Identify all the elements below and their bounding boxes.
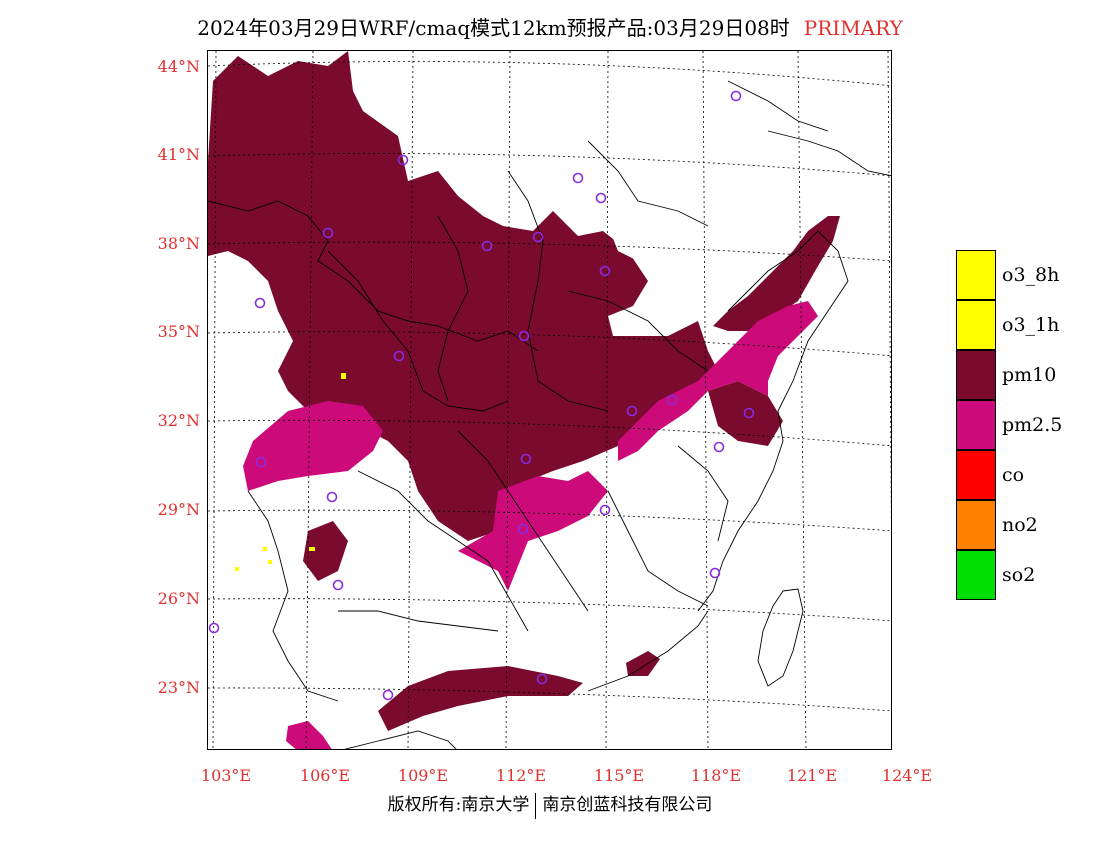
clear-area-mongolia	[393, 81, 603, 186]
station-marker	[397, 154, 409, 166]
lat-label-44: 44°N	[157, 57, 200, 76]
station-marker	[536, 673, 548, 685]
legend-label: o3_8h	[1002, 264, 1060, 286]
station-marker	[255, 456, 267, 468]
station-marker	[393, 350, 405, 362]
map-title: 2024年03月29日WRF/cmaq模式12km预报产品:03月29日08时 P…	[0, 12, 1100, 41]
forecast-map	[207, 50, 892, 750]
legend-label: pm2.5	[1002, 414, 1063, 436]
footer-divider	[535, 792, 537, 819]
pm10-region-southwest	[303, 521, 348, 581]
o3-pixel	[268, 560, 272, 564]
pm10-region-east	[708, 381, 783, 446]
pm10-region-southeast	[626, 651, 660, 676]
station-marker	[730, 90, 742, 102]
copyright-left: 版权所有:南京大学	[387, 795, 530, 815]
station-marker	[208, 622, 220, 634]
clear-area-bohai	[608, 216, 728, 276]
lon-label-103: 103°E	[200, 766, 252, 785]
legend-swatch	[956, 500, 996, 550]
lon-label-115: 115°E	[593, 766, 645, 785]
title-primary-tag: PRIMARY	[803, 16, 903, 40]
o3-pixels	[235, 373, 346, 571]
station-marker	[743, 407, 755, 419]
legend-label: o3_1h	[1002, 314, 1060, 336]
station-marker	[595, 192, 607, 204]
lon-label-106: 106°E	[299, 766, 351, 785]
legend-label: no2	[1002, 514, 1038, 536]
lat-label-41: 41°N	[157, 145, 200, 164]
lon-label-121: 121°E	[786, 766, 838, 785]
lat-label-23: 23°N	[157, 678, 200, 697]
station-marker	[518, 330, 530, 342]
graticule	[208, 51, 891, 749]
lon-label-112: 112°E	[495, 766, 547, 785]
station-marker	[382, 689, 394, 701]
title-main: 2024年03月29日WRF/cmaq模式12km预报产品:03月29日08时	[197, 16, 790, 40]
pm25-region-east	[618, 301, 818, 461]
o3-pixel	[341, 373, 346, 379]
legend-swatch	[956, 450, 996, 500]
lon-label-118: 118°E	[690, 766, 742, 785]
clear-area-northeast	[608, 51, 891, 221]
station-marker	[332, 579, 344, 591]
clear-area-west	[208, 326, 268, 416]
pm25-region-sichuan	[243, 401, 383, 491]
pm10-region-northeast	[713, 216, 840, 331]
station-marker	[322, 227, 334, 239]
lat-label-38: 38°N	[157, 234, 200, 253]
boundaries	[208, 80, 891, 749]
pm25-region-far-south	[286, 721, 332, 749]
legend-swatch	[956, 350, 996, 400]
o3-pixel	[263, 547, 267, 551]
legend-label: pm10	[1002, 364, 1057, 386]
map-canvas	[208, 51, 891, 749]
lon-label-109: 109°E	[397, 766, 449, 785]
station-marker	[713, 441, 725, 453]
station-markers	[208, 90, 755, 701]
station-marker	[666, 394, 678, 406]
station-marker	[520, 453, 532, 465]
copyright-footer: 版权所有:南京大学 南京创蓝科技有限公司	[0, 790, 1100, 819]
station-marker	[326, 491, 338, 503]
o3-pixel	[235, 567, 239, 571]
lon-label-124: 124°E	[881, 766, 933, 785]
legend-label: so2	[1002, 564, 1036, 586]
station-marker	[532, 231, 544, 243]
station-marker	[572, 172, 584, 184]
pm25-region-hunan	[458, 471, 608, 591]
lat-label-29: 29°N	[157, 500, 200, 519]
station-marker	[254, 297, 266, 309]
station-marker	[599, 504, 611, 516]
pm10-region-south	[378, 666, 583, 731]
legend-swatch	[956, 250, 996, 300]
o3-pixel	[309, 547, 315, 551]
legend-swatch	[956, 550, 996, 600]
legend-label: co	[1002, 464, 1025, 486]
legend-swatch	[956, 400, 996, 450]
lat-label-32: 32°N	[157, 411, 200, 430]
station-marker	[709, 567, 721, 579]
lat-label-35: 35°N	[157, 322, 200, 341]
copyright-right: 南京创蓝科技有限公司	[542, 795, 713, 815]
station-marker	[626, 405, 638, 417]
lat-label-26: 26°N	[157, 589, 200, 608]
station-marker	[599, 265, 611, 277]
station-marker	[517, 523, 529, 535]
station-marker	[481, 240, 493, 252]
legend-swatch	[956, 300, 996, 350]
